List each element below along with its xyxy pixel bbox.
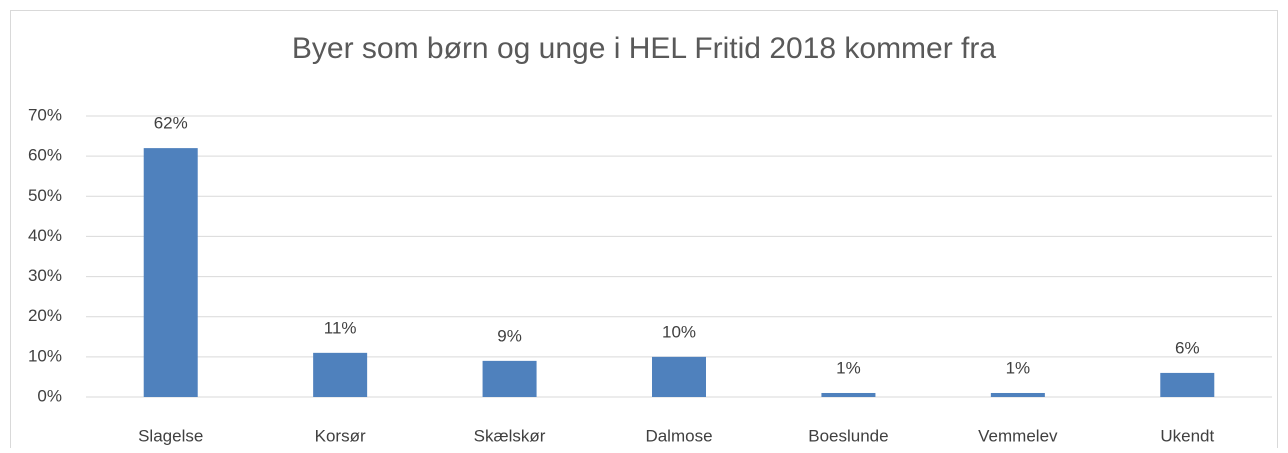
bar — [652, 356, 706, 397]
bar — [990, 392, 1045, 397]
data-label: 6% — [1175, 338, 1200, 357]
chart-title: Byer som børn og unge i HEL Fritid 2018 … — [292, 32, 996, 65]
y-tick-label: 0% — [37, 386, 62, 405]
x-tick-label: Skælskør — [474, 426, 546, 445]
bar — [1160, 372, 1215, 397]
bar — [821, 392, 876, 397]
y-tick-label: 40% — [28, 226, 62, 245]
data-label: 11% — [324, 318, 357, 337]
data-label: 1% — [1006, 358, 1031, 377]
data-label: 9% — [497, 326, 522, 345]
data-label: 1% — [836, 358, 861, 377]
y-tick-label: 70% — [28, 105, 62, 124]
x-tick-label: Ukendt — [1160, 426, 1214, 445]
x-tick-label: Boeslunde — [808, 426, 888, 445]
y-tick-label: 30% — [28, 266, 62, 285]
y-tick-label: 60% — [28, 146, 62, 165]
bar — [313, 352, 368, 397]
y-tick-label: 20% — [28, 306, 62, 325]
x-tick-label: Vemmelev — [978, 426, 1058, 445]
bar — [482, 360, 537, 397]
x-tick-label: Dalmose — [645, 426, 712, 445]
x-tick-label: Slagelse — [138, 426, 203, 445]
y-tick-label: 10% — [28, 346, 62, 365]
x-tick-label: Korsør — [315, 426, 366, 445]
data-label: 62% — [154, 114, 188, 133]
chart-border — [10, 10, 1278, 453]
data-label: 10% — [662, 322, 696, 341]
y-tick-label: 50% — [28, 186, 62, 205]
bar — [143, 148, 198, 397]
